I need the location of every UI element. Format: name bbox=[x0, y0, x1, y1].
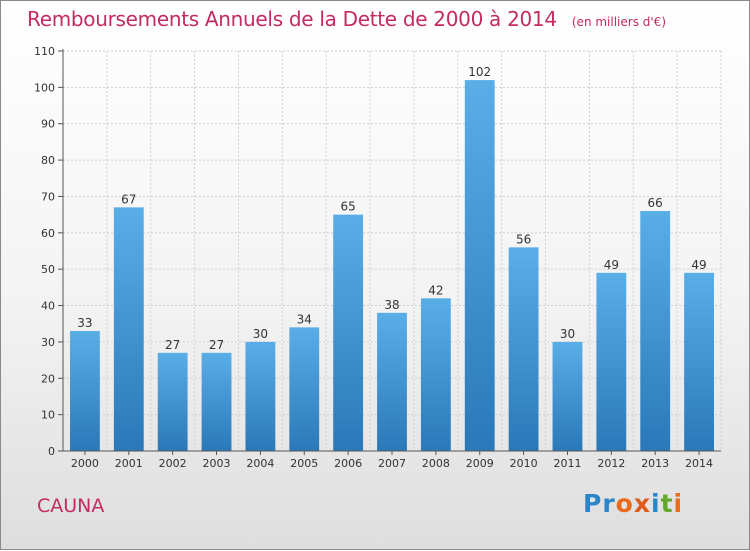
proxiti-logo: Proxiti bbox=[583, 489, 683, 518]
x-tick-label: 2014 bbox=[685, 457, 713, 470]
x-tick-label: 2011 bbox=[553, 457, 581, 470]
bar-value-label: 42 bbox=[428, 283, 443, 297]
bar bbox=[289, 327, 320, 451]
bar-value-label: 66 bbox=[648, 196, 663, 210]
x-tick-label: 2002 bbox=[159, 457, 187, 470]
bar bbox=[70, 331, 100, 451]
x-tick-label: 2000 bbox=[71, 457, 99, 470]
bar bbox=[333, 214, 364, 451]
chart-unit-note: (en milliers d'€) bbox=[571, 15, 666, 29]
bar bbox=[464, 80, 495, 451]
y-tick-label: 0 bbox=[48, 445, 55, 458]
x-tick-label: 2012 bbox=[597, 457, 625, 470]
y-tick-label: 10 bbox=[41, 409, 55, 422]
bar-value-label: 49 bbox=[691, 258, 706, 272]
bar-value-label: 102 bbox=[468, 65, 491, 79]
bar bbox=[684, 272, 714, 451]
bar-value-label: 27 bbox=[165, 338, 180, 352]
chart-title: Remboursements Annuels de la Dette de 20… bbox=[27, 7, 557, 31]
bar-value-label: 49 bbox=[604, 258, 619, 272]
bar bbox=[552, 341, 583, 451]
y-tick-label: 110 bbox=[34, 45, 55, 58]
y-tick-label: 50 bbox=[41, 263, 55, 276]
bar bbox=[201, 352, 232, 451]
x-tick-label: 2007 bbox=[378, 457, 406, 470]
y-tick-label: 60 bbox=[41, 227, 55, 240]
x-tick-label: 2013 bbox=[641, 457, 669, 470]
x-tick-label: 2005 bbox=[290, 457, 318, 470]
x-tick-label: 2001 bbox=[115, 457, 143, 470]
bars: 33 67 27 27 30 34 65 38 42 102 56 30 49 66 49 bbox=[70, 65, 714, 451]
x-tick-label: 2008 bbox=[422, 457, 450, 470]
x-tick-label: 2009 bbox=[466, 457, 494, 470]
x-tick-label: 2004 bbox=[246, 457, 274, 470]
bar bbox=[377, 312, 407, 451]
y-tick-label: 40 bbox=[41, 300, 55, 313]
y-tick-label: 80 bbox=[41, 154, 55, 167]
y-tick-label: 70 bbox=[41, 190, 55, 203]
y-tick-label: 30 bbox=[41, 336, 55, 349]
bar-value-label: 34 bbox=[297, 312, 312, 326]
bar bbox=[640, 211, 671, 451]
axes: 0 10 20 30 40 50 60 70 80 90 100 110 2000 2001 2002 200… bbox=[34, 45, 721, 470]
bar-value-label: 30 bbox=[253, 327, 268, 341]
y-tick-label: 100 bbox=[34, 81, 55, 94]
bar bbox=[113, 207, 144, 451]
bar bbox=[508, 247, 539, 451]
x-tick-label: 2003 bbox=[203, 457, 231, 470]
bar-value-label: 67 bbox=[121, 192, 136, 206]
place-name: CAUNA bbox=[37, 495, 105, 517]
logo-text: Proxiti bbox=[583, 489, 684, 518]
bar bbox=[596, 272, 627, 451]
x-tick-label: 2006 bbox=[334, 457, 362, 470]
bar bbox=[420, 298, 451, 451]
y-tick-label: 20 bbox=[41, 372, 55, 385]
bar-value-label: 56 bbox=[516, 232, 531, 246]
bar bbox=[245, 341, 276, 451]
chart-title-row: Remboursements Annuels de la Dette de 20… bbox=[27, 7, 666, 31]
bar-value-label: 27 bbox=[209, 338, 224, 352]
x-tick-label: 2010 bbox=[510, 457, 538, 470]
bar-value-label: 65 bbox=[340, 200, 355, 214]
bar-value-label: 38 bbox=[384, 298, 399, 312]
y-tick-label: 90 bbox=[41, 118, 55, 131]
bar bbox=[157, 352, 188, 451]
bar-value-label: 30 bbox=[560, 327, 575, 341]
bar-value-label: 33 bbox=[77, 316, 92, 330]
